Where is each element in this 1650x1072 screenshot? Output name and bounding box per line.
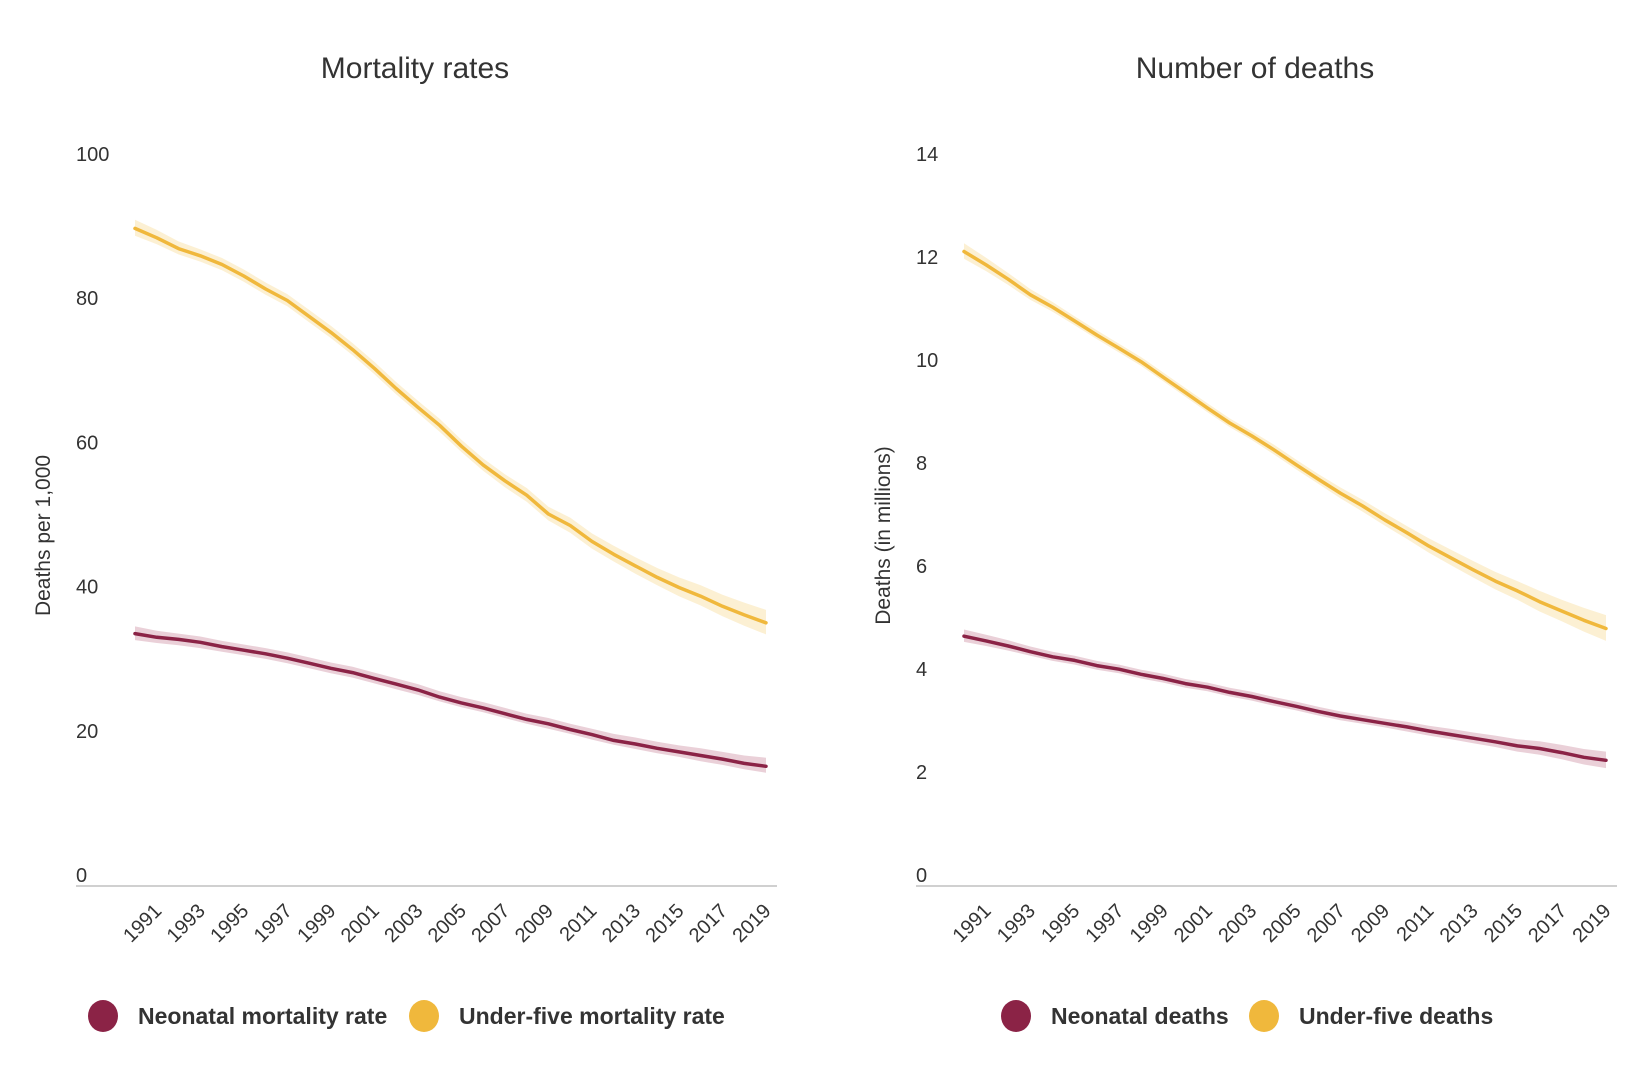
y-tick-label: 0: [916, 865, 927, 887]
y-tick-label: 0: [76, 865, 87, 887]
x-tick-label: 2007: [1303, 900, 1350, 947]
x-tick-label: 2015: [641, 900, 688, 947]
legend-item[interactable]: Neonatal mortality rate: [88, 1000, 387, 1032]
x-axis-ticks: 1991199319951997199920012003200520072009…: [119, 900, 775, 947]
y-axis-label: Deaths (in millions): [872, 446, 895, 625]
x-tick-label: 1993: [993, 900, 1040, 947]
x-tick-label: 1991: [949, 900, 996, 947]
x-tick-label: 1999: [1126, 900, 1173, 947]
x-tick-label: 1997: [1081, 900, 1128, 947]
y-tick-label: 60: [76, 432, 98, 454]
legend-item[interactable]: Under-five mortality rate: [409, 1000, 725, 1032]
y-tick-label: 12: [916, 247, 938, 269]
x-tick-label: 2005: [424, 900, 471, 947]
y-tick-label: 80: [76, 288, 98, 310]
x-tick-label: 2019: [1569, 900, 1616, 947]
chart-title: Number of deaths: [1136, 52, 1374, 85]
y-tick-label: 2: [916, 762, 927, 784]
legend-label: Neonatal deaths: [1051, 1003, 1229, 1029]
x-tick-label: 2011: [555, 900, 601, 946]
legend-label: Under-five mortality rate: [459, 1003, 725, 1029]
y-axis-label: Deaths per 1,000: [32, 455, 55, 616]
x-tick-label: 2009: [511, 900, 558, 947]
x-tick-label: 2003: [380, 900, 427, 947]
x-tick-label: 1991: [119, 900, 166, 947]
x-tick-label: 2001: [337, 900, 384, 947]
y-tick-label: 40: [76, 577, 98, 599]
legend-label: Neonatal mortality rate: [138, 1003, 387, 1029]
confidence-band: [135, 219, 766, 635]
series-line: [133, 631, 768, 769]
y-axis-ticks: 0 20 40 60 80 100: [76, 144, 109, 887]
legend-item[interactable]: Under-five deaths: [1249, 1000, 1493, 1032]
x-tick-label: 1995: [206, 900, 253, 947]
x-tick-label: 2007: [467, 900, 514, 947]
x-tick-label: 2011: [1392, 900, 1438, 946]
y-tick-label: 100: [76, 144, 109, 166]
y-tick-label: 20: [76, 721, 98, 743]
x-tick-label: 1997: [250, 900, 297, 947]
y-tick-label: 14: [916, 144, 938, 166]
x-tick-label: 2003: [1214, 900, 1261, 947]
legend: Neonatal deaths Under-five deaths: [1001, 1000, 1493, 1032]
series-line: [962, 249, 1608, 631]
legend: Neonatal mortality rate Under-five mortal…: [88, 1000, 725, 1032]
x-tick-label: 2015: [1480, 900, 1527, 947]
series-line: [133, 226, 768, 625]
x-tick-label: 1995: [1037, 900, 1084, 947]
x-tick-label: 2019: [729, 900, 776, 947]
series-group: [962, 243, 1608, 769]
y-tick-label: 8: [916, 453, 927, 475]
series-group: [133, 219, 768, 773]
x-tick-label: 2017: [1524, 900, 1571, 947]
series-line: [962, 634, 1608, 763]
chart-title: Mortality rates: [321, 52, 509, 85]
legend-label: Under-five deaths: [1299, 1003, 1493, 1029]
x-tick-label: 2005: [1259, 900, 1306, 947]
x-tick-label: 1993: [163, 900, 210, 947]
mortality-rates-panel: Mortality rates Deaths per 1,000 0 20 40 60…: [32, 52, 777, 1032]
x-tick-label: 1999: [293, 900, 340, 947]
legend-swatch-icon: [1249, 1000, 1279, 1032]
number-of-deaths-panel: Number of deaths Deaths (in millions) 0 2…: [872, 52, 1617, 1032]
y-tick-label: 6: [916, 556, 927, 578]
y-axis-ticks: 0 2 4 6 8 10 12 14: [916, 144, 938, 887]
x-tick-label: 2009: [1347, 900, 1394, 947]
legend-item[interactable]: Neonatal deaths: [1001, 1000, 1229, 1032]
legend-swatch-icon: [409, 1000, 439, 1032]
x-tick-label: 2013: [598, 900, 645, 947]
y-tick-label: 10: [916, 350, 938, 372]
x-tick-label: 2001: [1170, 900, 1217, 947]
x-tick-label: 2017: [685, 900, 732, 947]
confidence-band: [964, 243, 1606, 641]
x-axis-ticks: 1991199319951997199920012003200520072009…: [949, 900, 1616, 947]
x-tick-label: 2013: [1436, 900, 1483, 947]
y-tick-label: 4: [916, 659, 927, 681]
legend-swatch-icon: [88, 1000, 118, 1032]
legend-swatch-icon: [1001, 1000, 1031, 1032]
confidence-band: [964, 629, 1606, 769]
